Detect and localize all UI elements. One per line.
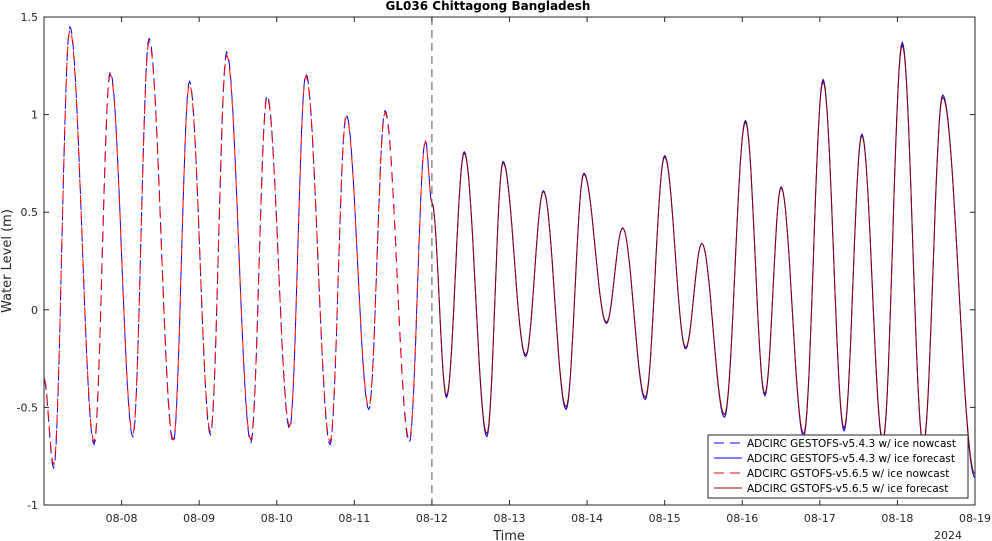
- axes-box: [44, 17, 975, 505]
- x-tick-label: 08-17: [804, 512, 836, 525]
- x-tick-label: 08-11: [338, 512, 370, 525]
- x-axis-label: Time: [492, 529, 525, 541]
- y-tick-label: 1: [31, 109, 38, 122]
- legend-label-4: ADCIRC GSTOFS-v5.6.5 w/ ice forecast: [747, 483, 948, 495]
- x-tick-label: 08-10: [261, 512, 293, 525]
- x-tick-label: 08-14: [571, 512, 603, 525]
- x-tick-label: 08-16: [726, 512, 758, 525]
- y-axis-label: Water Level (m): [0, 209, 15, 313]
- x-tick-label: 08-12: [416, 512, 448, 525]
- x-tick-label: 08-19: [959, 512, 991, 525]
- y-tick-label: 0.5: [21, 206, 39, 219]
- series-layer: [44, 27, 975, 478]
- y-tick-label: -1: [27, 499, 38, 512]
- x-tick-label: 08-15: [649, 512, 681, 525]
- x-tick-label: 08-09: [183, 512, 215, 525]
- chart-title: GL036 Chittagong Bangladesh: [386, 0, 591, 13]
- y-tick-label: -0.5: [17, 401, 38, 414]
- legend-label-1: ADCIRC GESTOFS-v5.4.3 w/ ice nowcast: [747, 438, 956, 450]
- x-axis-year-label: 2024: [934, 529, 962, 541]
- x-tick-label: 08-13: [494, 512, 526, 525]
- series-line-2: [432, 42, 975, 477]
- y-tick-label: 0: [31, 304, 38, 317]
- y-tick-label: 1.5: [21, 11, 39, 24]
- legend: ADCIRC GESTOFS-v5.4.3 w/ ice nowcast ADCI…: [708, 435, 968, 498]
- series-line-3: [44, 30, 432, 465]
- legend-label-2: ADCIRC GESTOFS-v5.4.3 w/ ice forecast: [747, 453, 955, 465]
- legend-label-3: ADCIRC GSTOFS-v5.6.5 w/ ice nowcast: [747, 468, 949, 480]
- x-tick-label: 08-18: [881, 512, 913, 525]
- x-tick-label: 08-08: [106, 512, 138, 525]
- series-line-4: [432, 45, 975, 474]
